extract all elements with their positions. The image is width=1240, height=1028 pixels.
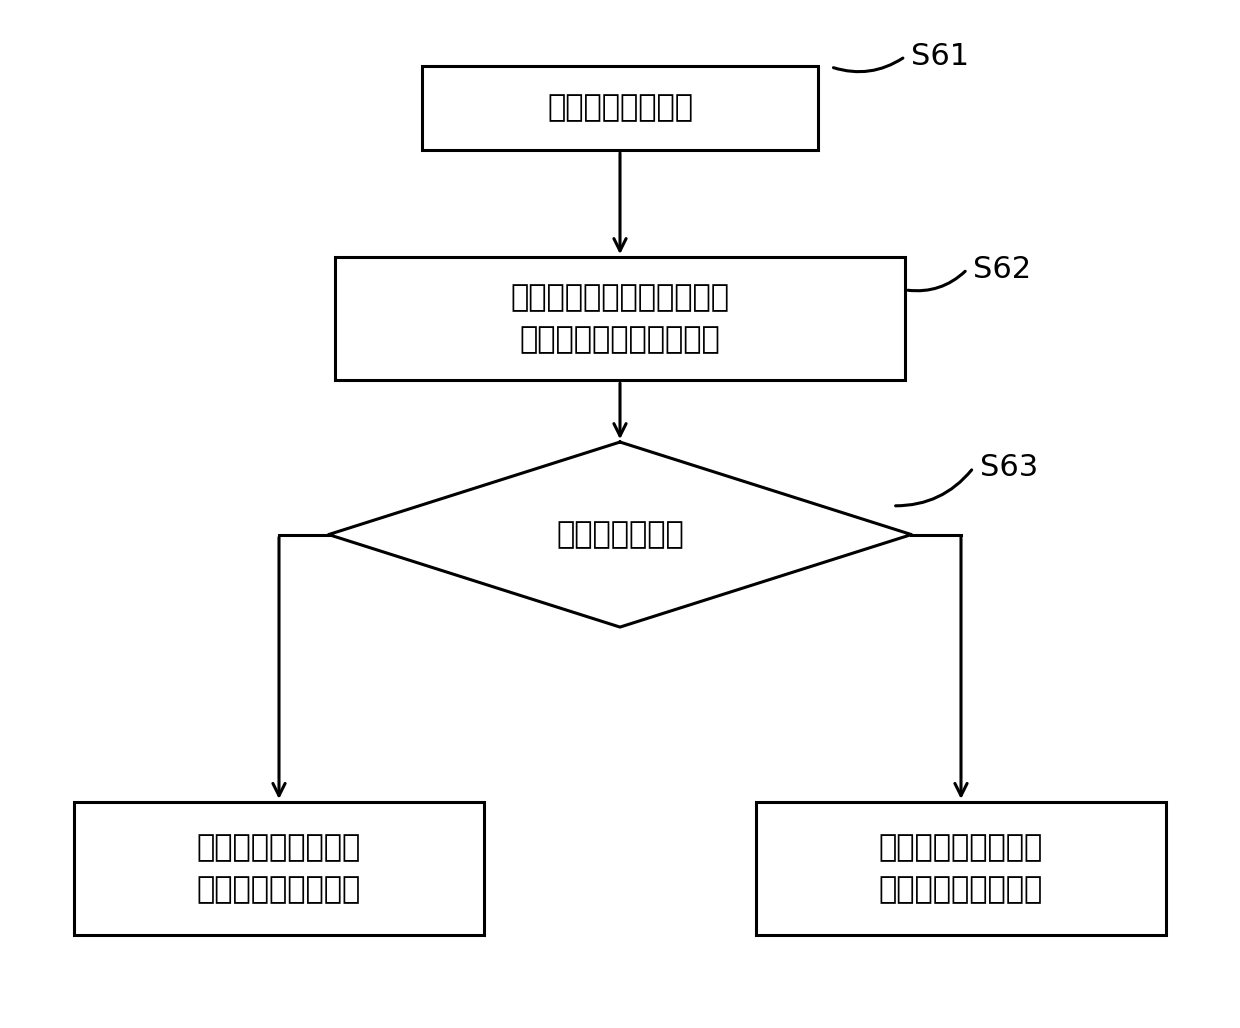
Text: S61: S61	[911, 42, 970, 71]
Bar	[422, 66, 818, 150]
Bar	[335, 257, 905, 380]
Polygon shape	[329, 442, 911, 627]
Text: S63: S63	[980, 453, 1038, 482]
Text: 将气体泄漏数据输入至气体
泄漏扩散模型内进行验证: 将气体泄漏数据输入至气体 泄漏扩散模型内进行验证	[511, 283, 729, 355]
Text: 表明气体泄漏扩散模
型与现场管道相匹配: 表明气体泄漏扩散模 型与现场管道相匹配	[197, 833, 361, 905]
Bar	[74, 802, 484, 935]
Text: S62: S62	[973, 255, 1032, 284]
Text: 是否符合要求？: 是否符合要求？	[556, 520, 684, 549]
Bar	[756, 802, 1166, 935]
Text: 获取气体泄漏数据: 获取气体泄漏数据	[547, 94, 693, 122]
Text: 表明气体泄漏扩散模
型与现场管道不匹配: 表明气体泄漏扩散模 型与现场管道不匹配	[879, 833, 1043, 905]
